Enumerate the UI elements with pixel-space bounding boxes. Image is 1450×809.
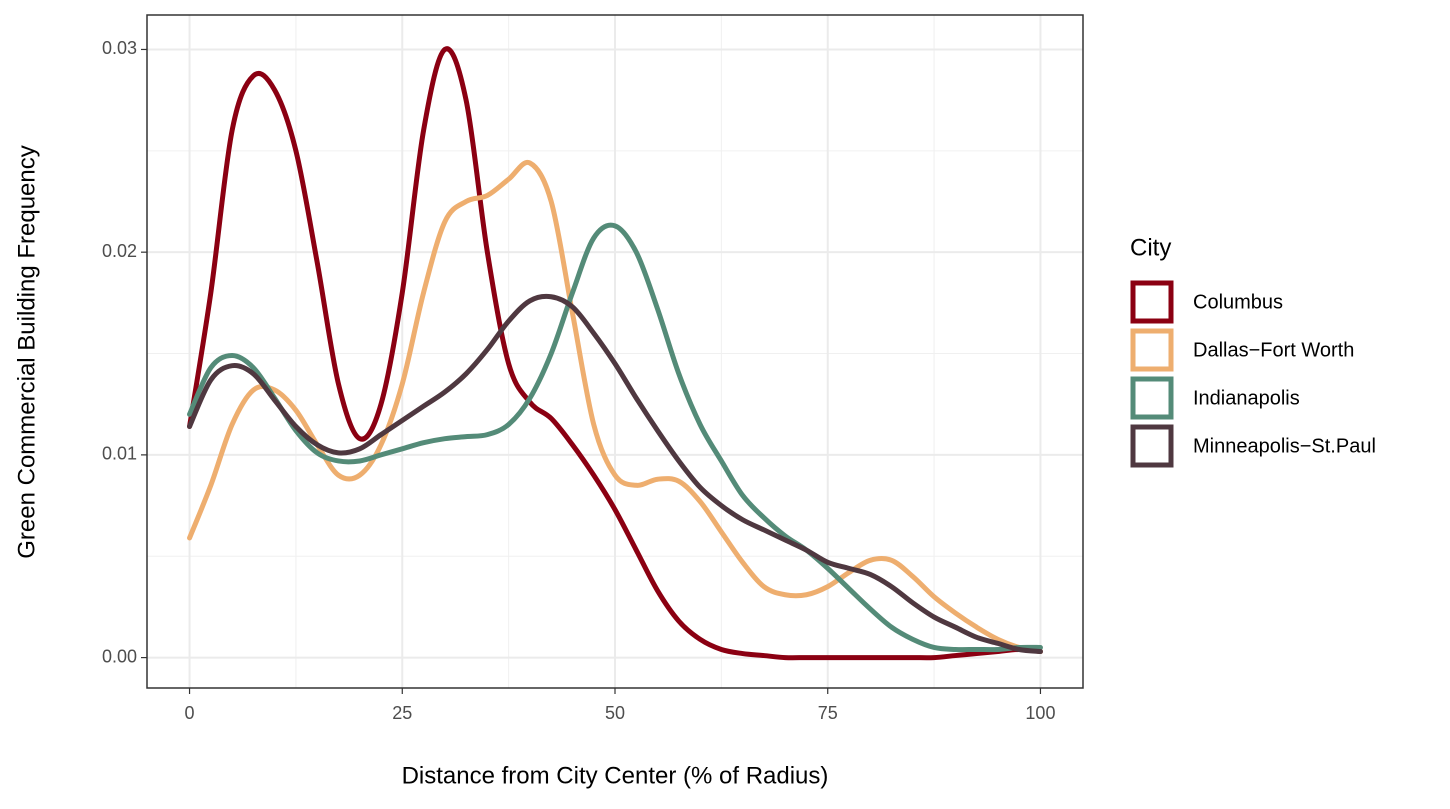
x-tick-label: 25	[392, 703, 412, 723]
x-tick-label: 100	[1025, 703, 1055, 723]
legend-label: Columbus	[1193, 291, 1283, 313]
legend-key	[1130, 376, 1174, 420]
legend-label: Indianapolis	[1193, 387, 1300, 409]
panel-border	[146, 14, 1084, 689]
legend-label: Minneapolis−St.Paul	[1193, 435, 1376, 457]
plot-panel	[147, 15, 1083, 688]
y-axis-title: Green Commercial Building Frequency	[13, 145, 40, 559]
legend-label: Dallas−Fort Worth	[1193, 339, 1354, 361]
y-tick-label: 0.00	[102, 646, 137, 666]
legend-key	[1130, 328, 1174, 372]
legend-title: City	[1130, 234, 1171, 261]
x-tick-label: 0	[185, 703, 195, 723]
line-series	[187, 222, 1043, 653]
y-tick-label: 0.02	[102, 241, 137, 261]
line-series	[187, 293, 1043, 655]
line-series	[187, 46, 1043, 661]
y-tick-label: 0.03	[102, 38, 137, 58]
x-tick-label: 75	[818, 703, 838, 723]
x-tick-label: 50	[605, 703, 625, 723]
legend-key	[1130, 424, 1174, 468]
x-axis-title: Distance from City Center (% of Radius)	[402, 762, 829, 789]
legend-key	[1130, 280, 1174, 324]
line-series	[187, 159, 1043, 655]
y-tick-label: 0.01	[102, 444, 137, 464]
